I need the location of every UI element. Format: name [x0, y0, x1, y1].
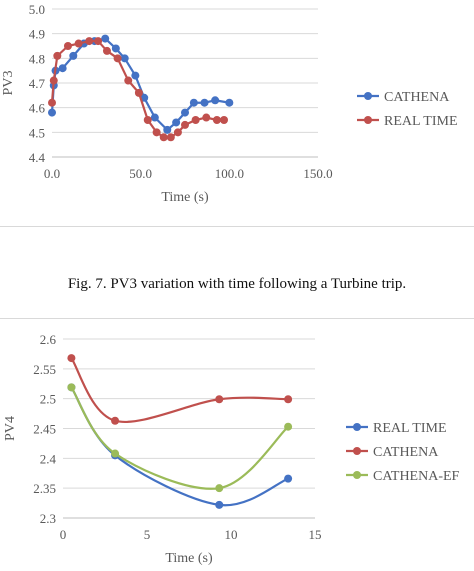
- series-line: [70, 357, 289, 423]
- y-tick-label: 4.4: [29, 150, 46, 165]
- x-tick-label: 10: [225, 527, 238, 542]
- x-tick-label: 0.0: [44, 166, 60, 181]
- data-point: [69, 51, 78, 60]
- data-point: [166, 133, 175, 142]
- data-point: [215, 500, 224, 509]
- y-tick-label: 2.4: [40, 451, 57, 466]
- data-point: [225, 98, 234, 107]
- data-point: [120, 54, 129, 63]
- data-point: [85, 37, 94, 46]
- y-tick-label: 4.9: [29, 27, 45, 42]
- data-point: [48, 98, 56, 107]
- data-point: [58, 64, 67, 73]
- y-axis-label: PV4: [3, 416, 18, 441]
- data-point: [181, 108, 189, 117]
- series-line: [70, 386, 289, 507]
- pv3-chart: 4.4 4.5 4.6 4.7 4.8 4.9 5.0 0.0 50.0 100.0 150.0 Ti…: [0, 0, 474, 228]
- y-tick-label: 4.6: [29, 101, 46, 116]
- data-point: [49, 76, 58, 85]
- data-point: [172, 118, 181, 127]
- data-point: [211, 96, 220, 105]
- data-point: [74, 39, 83, 48]
- data-point: [124, 76, 133, 85]
- pv3-chart-svg: 4.4 4.5 4.6 4.7 4.8 4.9 5.0 0.0 50.0 100.0 150.0 Ti…: [1, 2, 458, 205]
- data-point: [94, 37, 103, 46]
- data-point: [152, 128, 161, 137]
- y-tick-label: 4.8: [29, 51, 45, 66]
- legend-label: CATHENA: [373, 445, 439, 460]
- y-tick-label: 4.7: [29, 76, 46, 91]
- y-tick-label: 4.5: [29, 125, 45, 140]
- data-point: [284, 474, 293, 483]
- legend-marker: [353, 423, 361, 431]
- legend-marker: [353, 447, 361, 455]
- x-tick-label: 50.0: [129, 166, 152, 181]
- pv4-chart-svg: 2.3 2.35 2.4 2.45 2.5 2.55 2.6 0 5 10 15 Time (s) PV…: [3, 332, 460, 566]
- data-point: [143, 116, 152, 124]
- data-point: [215, 484, 224, 493]
- pv4-chart: 2.3 2.35 2.4 2.45 2.5 2.55 2.6 0 5 10 15 Time (s) PV…: [0, 318, 474, 566]
- y-tick-label: 2.3: [40, 511, 56, 526]
- legend-label: REAL TIME: [384, 114, 458, 129]
- chart-frame-divider: [0, 226, 474, 227]
- x-tick-label: 15: [309, 527, 322, 542]
- legend-label: CATHENA: [384, 90, 450, 105]
- chart-frame-divider: [0, 318, 474, 319]
- data-point: [220, 116, 229, 124]
- data-point: [212, 116, 221, 124]
- y-tick-label: 2.35: [33, 481, 56, 496]
- y-tick-label: 2.45: [33, 422, 56, 437]
- x-tick-label: 100.0: [215, 166, 244, 181]
- data-point: [111, 416, 120, 425]
- legend-marker: [364, 116, 372, 124]
- y-tick-label: 2.55: [33, 362, 56, 377]
- data-point: [48, 108, 56, 117]
- data-point: [284, 395, 293, 404]
- legend-marker: [353, 471, 361, 479]
- y-tick-label: 2.6: [40, 332, 57, 347]
- data-point: [191, 116, 200, 124]
- data-point: [111, 449, 120, 458]
- figure-caption: Fig. 7. PV3 variation with time followin…: [67, 276, 407, 292]
- data-point: [67, 354, 76, 363]
- legend-label: CATHENA-EF: [373, 469, 460, 484]
- data-point: [134, 88, 143, 97]
- data-point: [63, 42, 72, 50]
- legend-label: REAL TIME: [373, 421, 447, 436]
- y-tick-label: 2.5: [40, 392, 56, 407]
- data-point: [111, 44, 120, 53]
- series-line: [70, 386, 289, 490]
- data-point: [113, 54, 122, 63]
- x-tick-label: 0: [60, 527, 67, 542]
- data-point: [102, 46, 111, 55]
- legend-marker: [364, 92, 372, 100]
- data-point: [215, 395, 224, 404]
- data-point: [53, 51, 62, 60]
- data-point: [284, 422, 293, 431]
- data-point: [163, 125, 172, 134]
- data-point: [189, 98, 198, 107]
- data-point: [67, 383, 76, 392]
- y-tick-label: 5.0: [29, 2, 45, 17]
- y-axis-label: PV3: [1, 71, 16, 96]
- data-point: [159, 133, 168, 142]
- data-point: [150, 113, 159, 122]
- x-tick-label: 150.0: [303, 166, 332, 181]
- x-tick-label: 5: [144, 527, 151, 542]
- data-point: [101, 34, 110, 43]
- x-axis-label: Time (s): [165, 551, 213, 566]
- x-axis-label: Time (s): [161, 190, 209, 205]
- data-point: [181, 120, 189, 129]
- data-point: [173, 128, 182, 137]
- data-point: [131, 71, 140, 80]
- data-point: [202, 113, 211, 122]
- data-point: [200, 98, 209, 107]
